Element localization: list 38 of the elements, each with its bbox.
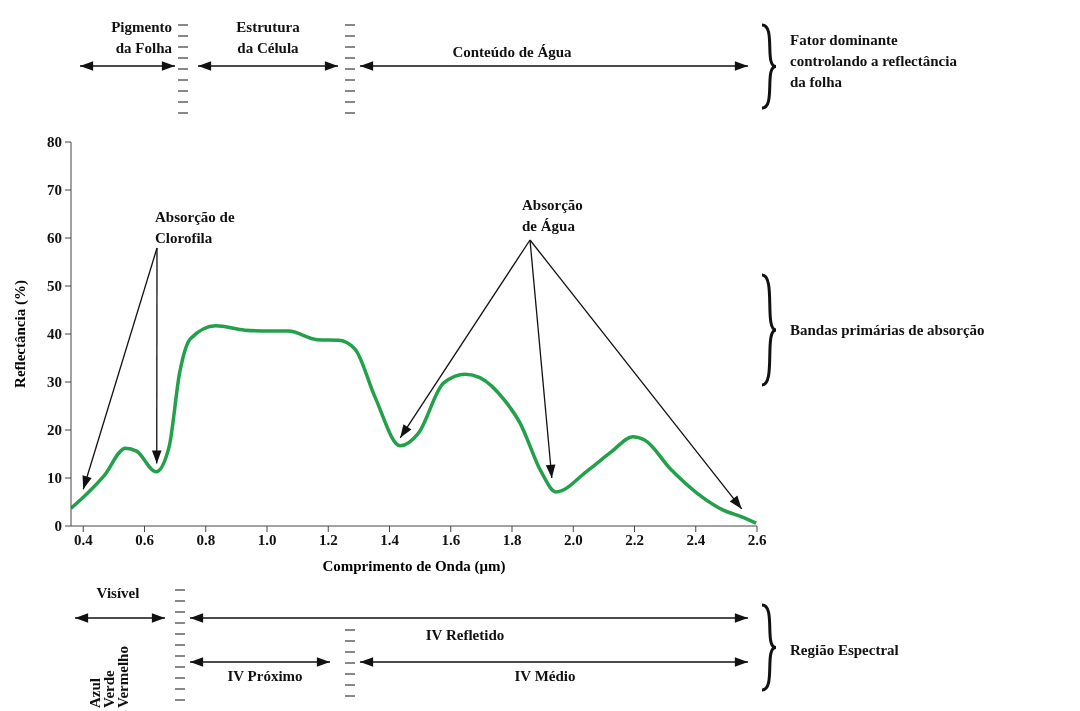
x-tick-label: 0.4 — [73, 531, 94, 548]
x-tick-label: 1.0 — [257, 531, 277, 548]
y-tick-label: 40 — [47, 326, 62, 342]
x-tick-label: 2.2 — [625, 531, 644, 548]
annotation: Absorção de Água — [522, 197, 583, 234]
x-tick-label: 1.6 — [441, 531, 461, 548]
x-tick-label: 1.8 — [502, 531, 522, 548]
text: Vermelho — [115, 646, 131, 708]
x-tick-label: 1.2 — [318, 531, 338, 548]
y-tick-label: 80 — [47, 134, 62, 150]
y-tick-label: 30 — [47, 374, 62, 390]
text: Região Espectral — [790, 642, 899, 658]
text: IV Médio — [514, 668, 576, 684]
y-tick-label: 0 — [54, 518, 62, 534]
text: Estrutura da Célula — [236, 19, 301, 56]
text: Bandas primárias de absorção — [790, 322, 985, 338]
x-tick-label: 2.6 — [747, 531, 767, 548]
x-tick-label: 0.6 — [135, 531, 155, 548]
text: Visível — [96, 585, 140, 601]
x-tick-label: 1.4 — [380, 531, 400, 548]
x-tick-label: 2.4 — [686, 531, 706, 548]
text: Conteúdo de Água — [452, 44, 573, 60]
y-tick-label: 50 — [47, 278, 62, 294]
y-tick-label: 20 — [47, 422, 62, 438]
y-tick-label: 70 — [47, 182, 62, 198]
annotation: Absorção de Clorofila — [155, 209, 235, 246]
y-tick-label: 60 — [47, 230, 62, 246]
text: Azul — [87, 678, 103, 708]
text: Fator dominante controlando a reflectância da folha — [790, 32, 958, 90]
x-axis-title: Comprimento de Onda (μm) — [322, 558, 506, 575]
text: Pigmento da Folha — [111, 19, 173, 56]
y-axis-title: Reflectância (%) — [12, 280, 29, 388]
text: IV Próximo — [227, 668, 303, 684]
x-tick-label: 2.0 — [563, 531, 583, 548]
y-tick-label: 10 — [47, 470, 62, 486]
x-tick-label: 0.8 — [196, 531, 216, 548]
text: Verde — [101, 669, 117, 708]
text: IV Refletido — [425, 627, 505, 643]
